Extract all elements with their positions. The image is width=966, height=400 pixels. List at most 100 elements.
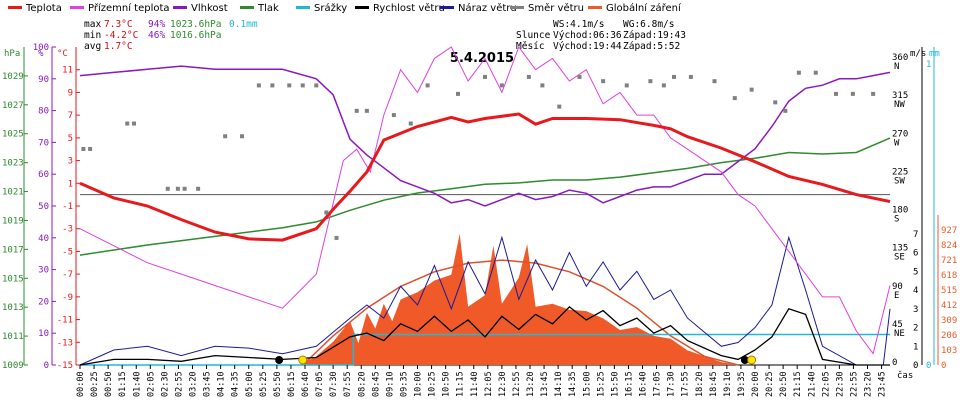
dir-tick: 225 [892, 167, 908, 177]
dir-tick: 180 [892, 206, 908, 216]
x-tick-label: 19:10 [723, 371, 733, 397]
temp-tick: -7 [62, 270, 73, 280]
x-tick-label: 09:10 [385, 371, 395, 397]
hpa-tick: 1021 [2, 188, 24, 198]
stat-temp: 1.7°C [104, 41, 133, 52]
wind-tick: 6 [913, 249, 918, 259]
legend-swatch [440, 6, 454, 9]
x-tick-label: 17:05 [653, 371, 663, 397]
hpa-tick: 1017 [2, 245, 24, 255]
dir-tick-name: E [894, 291, 899, 301]
wind-tick: 4 [913, 286, 918, 296]
sunrise-icon [298, 355, 308, 365]
dir-tick: 0 [892, 358, 897, 368]
pct-axis-unit: % [38, 49, 44, 59]
x-tick-label: 01:15 [118, 371, 128, 397]
legend-label: Globální záření [606, 2, 682, 14]
legend-label: Rychlost větru [373, 2, 445, 14]
x-tick-label: 22:05 [821, 371, 831, 397]
series-pressure [79, 137, 891, 256]
legend-swatch [355, 6, 369, 9]
stat-temp: -4.2°C [104, 30, 138, 41]
chart-legend: Teplota Přízemní teplota Vlhkost Tlak Srážky… [8, 2, 682, 14]
dir-tick-name: SE [894, 253, 905, 263]
x-tick-label: 05:50 [273, 371, 283, 397]
x-tick-label: 20:25 [765, 371, 775, 397]
stat-rain: 0.1mm [229, 19, 258, 30]
x-tick-label: 14:35 [568, 371, 578, 397]
temp-tick: -9 [62, 293, 73, 303]
x-tick-label: 13:20 [526, 371, 536, 397]
rad-tick: 412 [941, 301, 957, 311]
wind-tick: 2 [913, 324, 918, 334]
x-tick-label: 11:40 [470, 371, 480, 397]
x-tick-label: 00:00 [76, 371, 86, 397]
rad-tick: 103 [941, 346, 957, 356]
temp-tick: 7 [68, 111, 73, 121]
wind-direction-point [256, 83, 261, 88]
dir-tick: 270 [892, 129, 908, 139]
rad-tick: 927 [941, 226, 957, 236]
hpa-tick: 1019 [2, 216, 24, 226]
pct-tick: 70 [38, 138, 49, 148]
series-radiation-area [80, 233, 890, 365]
legend-swatch [588, 6, 602, 9]
wind-direction-point [688, 74, 693, 79]
moonrise-icon [740, 356, 749, 364]
hpa-tick: 1025 [2, 130, 24, 140]
wind-tick: 5 [913, 267, 918, 277]
wind-direction-point [165, 186, 170, 191]
series-theoretical-radiation [302, 259, 739, 366]
dir-tick: 135 [892, 244, 908, 254]
hpa-tick: 1009 [2, 361, 24, 371]
rad-tick: 515 [941, 286, 957, 296]
pct-tick: 50 [38, 202, 49, 212]
wind-direction-point [672, 74, 676, 79]
hpa-tick: 1011 [2, 332, 24, 342]
rad-tick: 618 [941, 271, 957, 281]
x-tick-label: 00:25 [90, 371, 100, 397]
x-tick-label: 06:15 [287, 371, 297, 397]
wind-direction-point [456, 91, 460, 96]
x-tick-label: 15:00 [582, 371, 592, 397]
x-tick-label: 08:45 [371, 371, 381, 397]
stat-humidity: 94% [148, 19, 165, 30]
wind-tick: 3 [913, 305, 918, 315]
wind-direction-point [749, 87, 754, 92]
wind-direction-point [125, 121, 130, 126]
wind-direction-point [577, 74, 582, 79]
legend-label: Teplota [25, 3, 62, 14]
rad-tick: 309 [941, 316, 957, 326]
x-axis-label: čas [897, 370, 913, 381]
dir-tick-name: SW [894, 176, 905, 186]
hpa-tick: 1029 [2, 72, 24, 82]
x-tick-label: 23:45 [878, 371, 888, 397]
series-temperature [79, 112, 891, 242]
wind-direction-point [425, 83, 430, 88]
x-tick-label: 12:05 [484, 371, 494, 397]
astro-rise: Východ:06:36 [553, 30, 622, 41]
temp-tick: 1 [68, 179, 73, 189]
x-tick-label: 15:50 [610, 371, 620, 397]
x-tick-label: 06:40 [301, 371, 311, 397]
chart-title: 5.4.2015 [450, 51, 514, 66]
x-tick-label: 03:20 [189, 371, 199, 397]
wind-direction-point [364, 108, 369, 113]
wind-direction-point [270, 83, 275, 88]
wind-direction-point [796, 70, 801, 75]
pct-tick: 0 [44, 361, 49, 371]
rain-tick: 0 [926, 361, 931, 371]
wind-direction-point [813, 70, 818, 75]
series-ground-temperature [79, 45, 891, 355]
wind-direction-point [88, 146, 93, 151]
x-tick-label: 16:15 [624, 371, 634, 397]
wind-direction-point [499, 83, 504, 88]
x-tick-label: 12:30 [498, 371, 508, 397]
astro-set: Západ:5:52 [623, 41, 680, 52]
stat-label: min [84, 30, 101, 41]
pct-tick: 90 [38, 75, 49, 85]
temp-tick: -3 [62, 225, 73, 235]
stat-pressure: 1016.6hPa [170, 30, 221, 41]
x-tick-label: 05:00 [245, 371, 255, 397]
